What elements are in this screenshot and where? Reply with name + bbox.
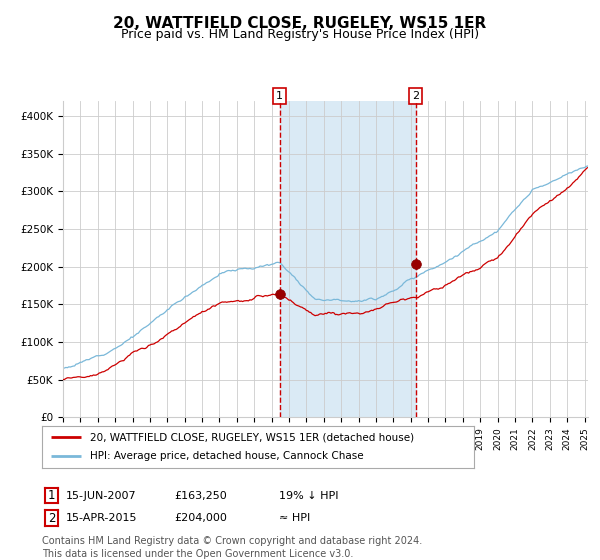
Text: 2: 2 bbox=[412, 91, 419, 101]
Text: 20, WATTFIELD CLOSE, RUGELEY, WS15 1ER (detached house): 20, WATTFIELD CLOSE, RUGELEY, WS15 1ER (… bbox=[89, 432, 413, 442]
Text: Contains HM Land Registry data © Crown copyright and database right 2024.
This d: Contains HM Land Registry data © Crown c… bbox=[42, 536, 422, 559]
Text: Price paid vs. HM Land Registry's House Price Index (HPI): Price paid vs. HM Land Registry's House … bbox=[121, 28, 479, 41]
Text: 15-JUN-2007: 15-JUN-2007 bbox=[66, 491, 137, 501]
Text: HPI: Average price, detached house, Cannock Chase: HPI: Average price, detached house, Cann… bbox=[89, 451, 363, 461]
Text: £163,250: £163,250 bbox=[174, 491, 227, 501]
Text: 2: 2 bbox=[48, 511, 55, 525]
Bar bbox=[280, 101, 416, 417]
Text: 1: 1 bbox=[48, 489, 55, 502]
Text: 19% ↓ HPI: 19% ↓ HPI bbox=[279, 491, 338, 501]
Text: ≈ HPI: ≈ HPI bbox=[279, 513, 310, 523]
Text: 1: 1 bbox=[276, 91, 283, 101]
Text: £204,000: £204,000 bbox=[174, 513, 227, 523]
Text: 20, WATTFIELD CLOSE, RUGELEY, WS15 1ER: 20, WATTFIELD CLOSE, RUGELEY, WS15 1ER bbox=[113, 16, 487, 31]
Text: 15-APR-2015: 15-APR-2015 bbox=[66, 513, 137, 523]
